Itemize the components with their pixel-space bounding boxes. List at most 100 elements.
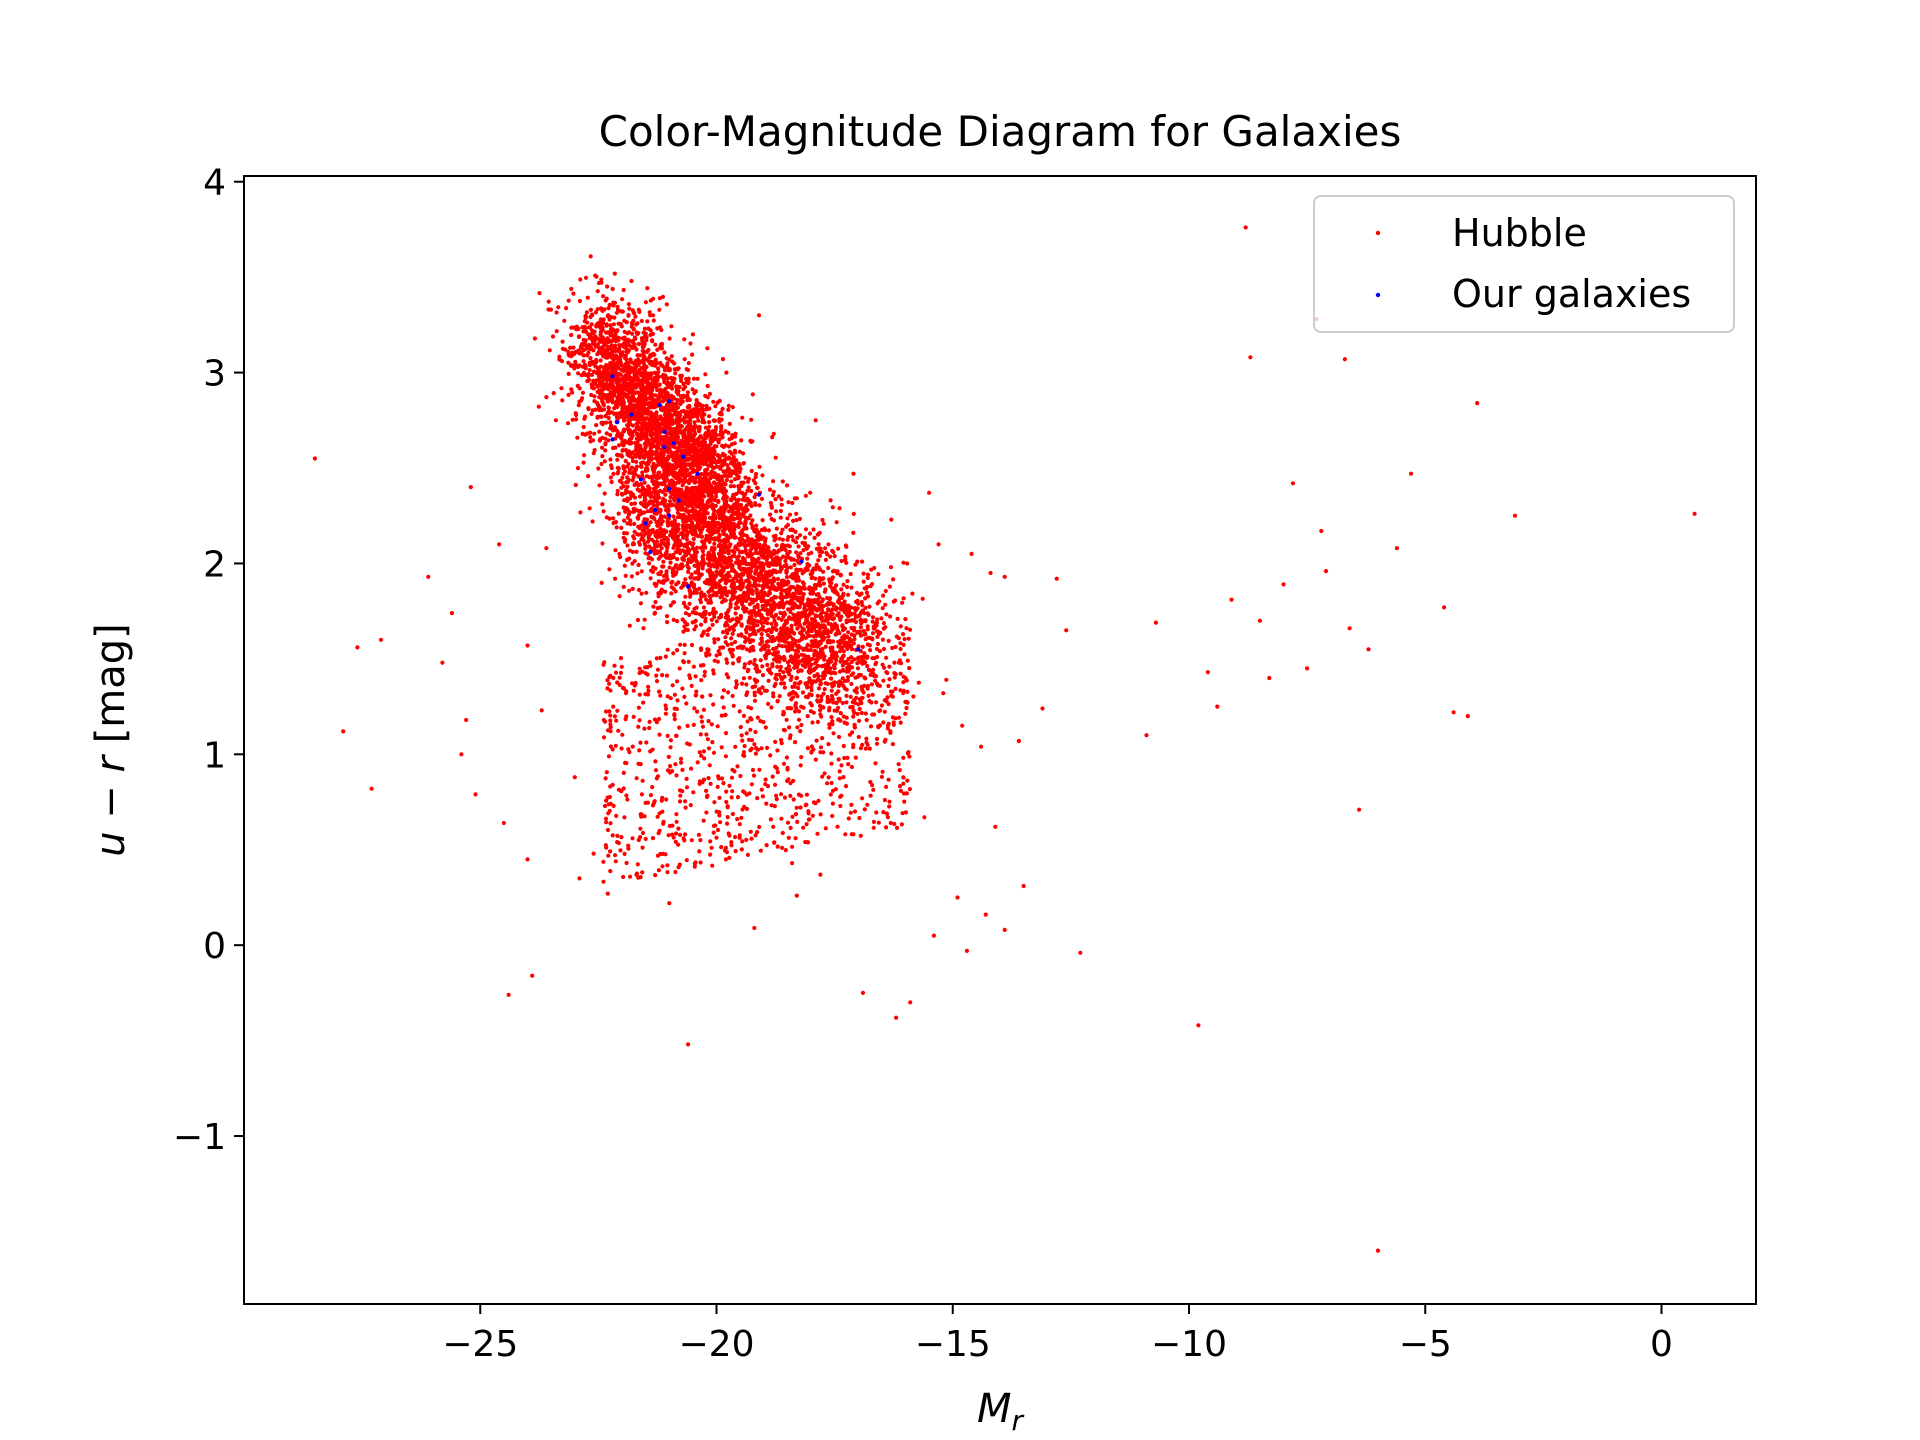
hubble-point [757, 565, 762, 570]
hubble-point [615, 375, 620, 380]
hubble-point [688, 341, 693, 346]
hubble-point [737, 594, 743, 599]
hubble-point [735, 605, 741, 610]
hubble-point [566, 360, 571, 365]
hubble-point [689, 461, 694, 466]
hubble-point [585, 295, 590, 300]
hubble-point [734, 617, 739, 623]
hubble-point [662, 377, 667, 382]
hubble-point [730, 456, 735, 461]
hubble-point [615, 395, 620, 400]
hubble-point [870, 615, 876, 620]
hubble-point [606, 438, 611, 443]
hubble-point [719, 410, 724, 415]
hubble-point [724, 456, 729, 461]
hubble-point [750, 439, 755, 444]
hubble-point [716, 498, 721, 504]
hubble-point [691, 541, 696, 546]
hubble-point [655, 378, 660, 383]
hubble-point [603, 413, 608, 419]
hubble-point [733, 611, 738, 616]
hubble-point [630, 320, 635, 325]
hubble-point [622, 386, 627, 391]
hubble-point [668, 495, 673, 500]
hubble-point [695, 455, 700, 460]
hubble-point [621, 443, 626, 448]
hubble-point [628, 402, 633, 408]
hubble-point [603, 448, 608, 453]
hubble-point [879, 616, 884, 621]
hubble-point [905, 561, 910, 566]
hubble-point [663, 466, 668, 471]
hubble-point [750, 392, 755, 397]
hubble-point [594, 357, 599, 363]
hubble-point [719, 426, 724, 431]
hubble-point [599, 277, 604, 282]
hubble-point [720, 511, 726, 517]
hubble-point [573, 359, 578, 364]
hubble-point [584, 310, 590, 315]
hubble-point [605, 399, 611, 404]
hubble-point [683, 427, 688, 432]
hubble-point [651, 464, 656, 469]
hubble-point [574, 412, 579, 418]
hubble-point [703, 393, 708, 398]
hubble-point [615, 431, 621, 436]
hubble-point [837, 506, 842, 511]
hubble-point [601, 509, 606, 514]
hubble-point [668, 427, 673, 433]
hubble-point [685, 564, 691, 570]
hubble-point [588, 439, 593, 444]
hubble-point [741, 451, 746, 456]
hubble-point [836, 757, 841, 762]
hubble-point [562, 318, 567, 323]
hubble-point [632, 501, 638, 506]
hubble-point [598, 364, 603, 369]
hubble-point [805, 714, 810, 719]
hubble-point [589, 411, 594, 416]
hubble-point [653, 398, 658, 403]
hubble-point [859, 599, 864, 605]
hubble-point [640, 358, 645, 363]
hubble-point [653, 566, 658, 571]
hubble-point [653, 357, 658, 362]
hubble-point [613, 576, 618, 581]
hubble-point [689, 413, 694, 418]
hubble-point [546, 299, 551, 304]
hubble-point [587, 368, 592, 373]
hubble-point [805, 556, 810, 561]
hubble-point [656, 366, 661, 371]
hubble-point [696, 425, 701, 430]
hubble-point [616, 511, 621, 516]
hubble-point [623, 415, 629, 420]
hubble-point [599, 461, 604, 467]
hubble-point [841, 582, 846, 587]
hubble-point [658, 415, 663, 420]
hubble-point [731, 484, 737, 489]
hubble-point [882, 709, 887, 714]
hubble-point [754, 523, 759, 528]
hubble-point [706, 456, 711, 461]
hubble-point [696, 418, 701, 423]
hubble-point [620, 336, 625, 341]
hubble-point [636, 562, 641, 568]
hubble-point [670, 417, 675, 422]
hubble-point [704, 471, 709, 476]
hubble-point [665, 376, 670, 381]
hubble-point [785, 660, 791, 665]
hubble-point [672, 488, 677, 493]
hubble-point [901, 560, 906, 565]
hubble-point [712, 541, 717, 546]
hubble-point [753, 481, 758, 486]
hubble-point [719, 458, 724, 464]
hubble-point [598, 358, 603, 363]
hubble-point [688, 575, 693, 580]
hubble-point [662, 503, 668, 508]
hubble-point [575, 349, 580, 354]
hubble-point [614, 339, 619, 344]
hubble-point [644, 380, 649, 385]
hubble-point [676, 430, 681, 435]
hubble-point [756, 583, 761, 588]
hubble-point [671, 600, 676, 605]
hubble-point [849, 681, 854, 687]
